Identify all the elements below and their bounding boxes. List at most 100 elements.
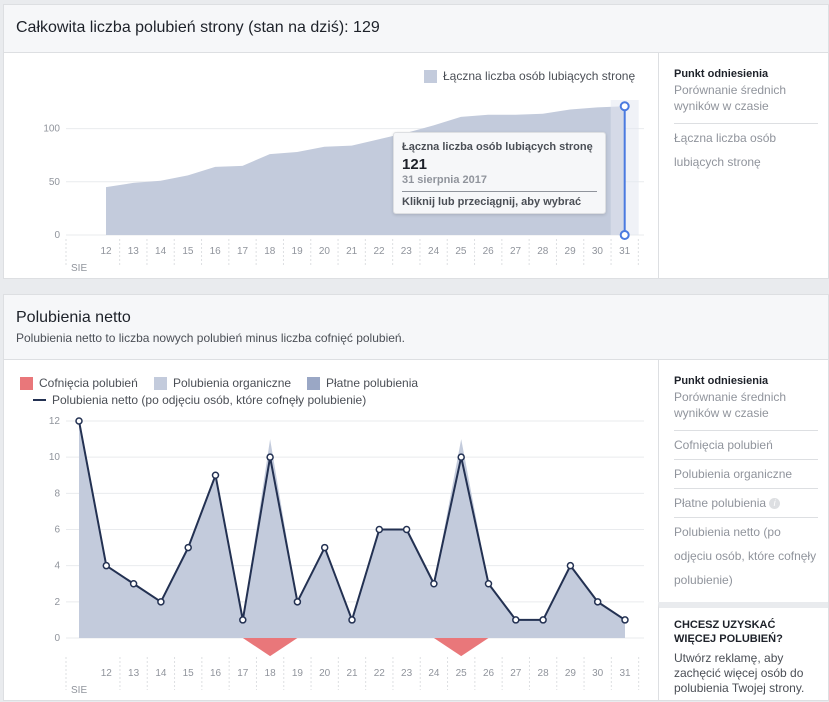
x-tick-label: 23	[401, 668, 413, 679]
x-tick-label: 19	[292, 668, 304, 679]
x-tick-label: 14	[155, 668, 167, 679]
x-tick-label: 26	[483, 668, 495, 679]
legend-paid[interactable]: Płatne polubienia	[307, 376, 418, 390]
x-tick-label: 20	[319, 246, 331, 257]
net-likes-point	[566, 561, 575, 570]
y-tick-label: 0	[54, 633, 60, 644]
x-tick-label: 30	[592, 668, 604, 679]
legend-line-swatch	[33, 399, 46, 401]
y-tick-label: 10	[49, 452, 61, 463]
y-tick-label: 4	[54, 561, 60, 572]
y-tick-label: 8	[54, 488, 60, 499]
net-likes-point	[457, 453, 465, 461]
y-tick-label: 12	[49, 416, 61, 427]
benchmark-item-paid[interactable]: Płatne polubienia i	[674, 489, 818, 518]
net-likes-point	[320, 543, 329, 552]
net-likes-point	[184, 543, 192, 552]
month-label: SIE	[71, 685, 87, 696]
x-tick-label: 16	[210, 246, 222, 257]
x-tick-label: 15	[182, 246, 194, 257]
total-likes-card: Całkowita liczba polubień strony (stan n…	[3, 4, 829, 279]
legend-net-likes-line[interactable]: Polubienia netto (po odjęciu osób, które…	[33, 393, 366, 407]
benchmark-sidebar: Punkt odniesienia Porównanie średnich wy…	[658, 360, 828, 602]
benchmark-title: Punkt odniesienia	[674, 375, 769, 387]
promo-text[interactable]: Utwórz reklamę, aby zachęcić więcej osób…	[674, 651, 805, 695]
x-tick-label: 28	[538, 668, 550, 679]
unlikes-area	[242, 638, 298, 657]
net-likes-point	[293, 598, 302, 606]
y-tick-label: 0	[54, 230, 60, 241]
x-tick-label: 21	[346, 246, 358, 257]
x-tick-label: 24	[428, 246, 440, 257]
promo-title: CHCESZ UZYSKAĆ WIĘCEJ POLUBIEŃ?	[674, 619, 783, 645]
net-likes-subtitle: Polubienia netto to liczba nowych polubi…	[16, 331, 405, 345]
x-tick-label: 27	[510, 246, 522, 257]
card-header: Całkowita liczba polubień strony (stan n…	[4, 5, 828, 53]
net-likes-point	[75, 417, 83, 425]
benchmark-item-unlikes[interactable]: Cofnięcia polubień	[674, 431, 818, 460]
benchmark-item-organic[interactable]: Polubienia organiczne	[674, 460, 818, 489]
x-tick-label: 12	[101, 668, 113, 679]
x-tick-label: 31	[619, 668, 631, 679]
x-tick-label: 22	[374, 668, 386, 679]
x-tick-label: 13	[128, 668, 140, 679]
y-tick-label: 2	[54, 597, 60, 608]
net-likes-point	[484, 580, 493, 588]
x-tick-label: 22	[373, 246, 385, 257]
legend-swatch	[424, 69, 437, 83]
net-likes-card: Polubienia netto Polubienia netto to lic…	[3, 294, 829, 701]
info-icon[interactable]: i	[769, 498, 781, 509]
legend-organic[interactable]: Polubienia organiczne	[154, 376, 291, 390]
x-tick-label: 20	[319, 668, 331, 679]
unlikes-area	[433, 638, 489, 657]
tooltip-hint: Kliknij lub przeciągnij, aby wybrać	[402, 196, 582, 208]
y-tick-label: 100	[43, 124, 60, 135]
net-likes-line	[78, 420, 626, 624]
net-likes-point	[402, 525, 411, 534]
total-likes-title: Całkowita liczba polubień strony (stan n…	[16, 19, 380, 36]
tooltip-value: 121	[402, 156, 428, 173]
x-tick-label: 18	[264, 246, 276, 257]
benchmark-sidebar: Punkt odniesienia Porównanie średnich wy…	[658, 53, 828, 278]
legend-label: Łączna liczba osób lubiących stronę	[443, 69, 636, 83]
y-tick-label: 50	[49, 177, 61, 188]
x-tick-label: 29	[565, 246, 577, 257]
benchmark-item-net-likes[interactable]: Polubienia netto (po odjęciu osób, które…	[674, 525, 817, 587]
legend-label: Płatne polubienia	[326, 376, 419, 390]
benchmark-subtitle: Porównanie średnich wyników w czasie	[674, 389, 818, 431]
x-tick-label: 12	[100, 246, 112, 257]
x-tick-label: 28	[537, 246, 549, 257]
tooltip-label: Łączna liczba osób lubiących stronę	[402, 141, 593, 153]
net-likes-point	[157, 598, 165, 606]
net-likes-point	[102, 561, 111, 570]
tooltip-date: 31 sierpnia 2017	[402, 174, 597, 192]
x-tick-label: 30	[592, 246, 604, 257]
net-likes-point	[129, 580, 138, 588]
benchmark-title: Punkt odniesienia	[674, 68, 769, 80]
benchmark-item-label: Płatne polubienia	[674, 496, 767, 510]
legend-label: Polubienia netto (po odjęciu osób, które…	[52, 393, 367, 407]
x-tick-label: 31	[619, 246, 631, 257]
net-likes-point	[621, 616, 629, 624]
legend-unlikes[interactable]: Cofnięcia polubień	[20, 376, 138, 390]
benchmark-subtitle: Porównanie średnich wyników w czasie	[674, 82, 818, 124]
x-tick-label: 29	[565, 668, 577, 679]
x-tick-label: 27	[510, 668, 522, 679]
net-likes-point	[430, 580, 438, 588]
legend-total-likes[interactable]: Łączna liczba osób lubiących stronę	[424, 69, 635, 83]
selection-handle-bottom	[619, 230, 630, 240]
legend-label: Polubienia organiczne	[173, 376, 292, 390]
month-label: SIE	[71, 263, 87, 274]
legend-swatch	[20, 376, 33, 390]
x-tick-label: 15	[183, 668, 195, 679]
x-tick-label: 18	[265, 668, 277, 679]
chart-tooltip: Łączna liczba osób lubiących stronę 121 …	[393, 132, 606, 214]
selection-handle-top	[619, 101, 630, 112]
x-tick-label: 16	[210, 668, 222, 679]
benchmark-item-total-likes[interactable]: Łączna liczba osób lubiących stronę	[674, 131, 777, 169]
net-likes-point	[375, 525, 384, 534]
y-tick-label: 6	[54, 525, 60, 536]
x-tick-label: 25	[455, 246, 467, 257]
x-tick-label: 13	[128, 246, 140, 257]
